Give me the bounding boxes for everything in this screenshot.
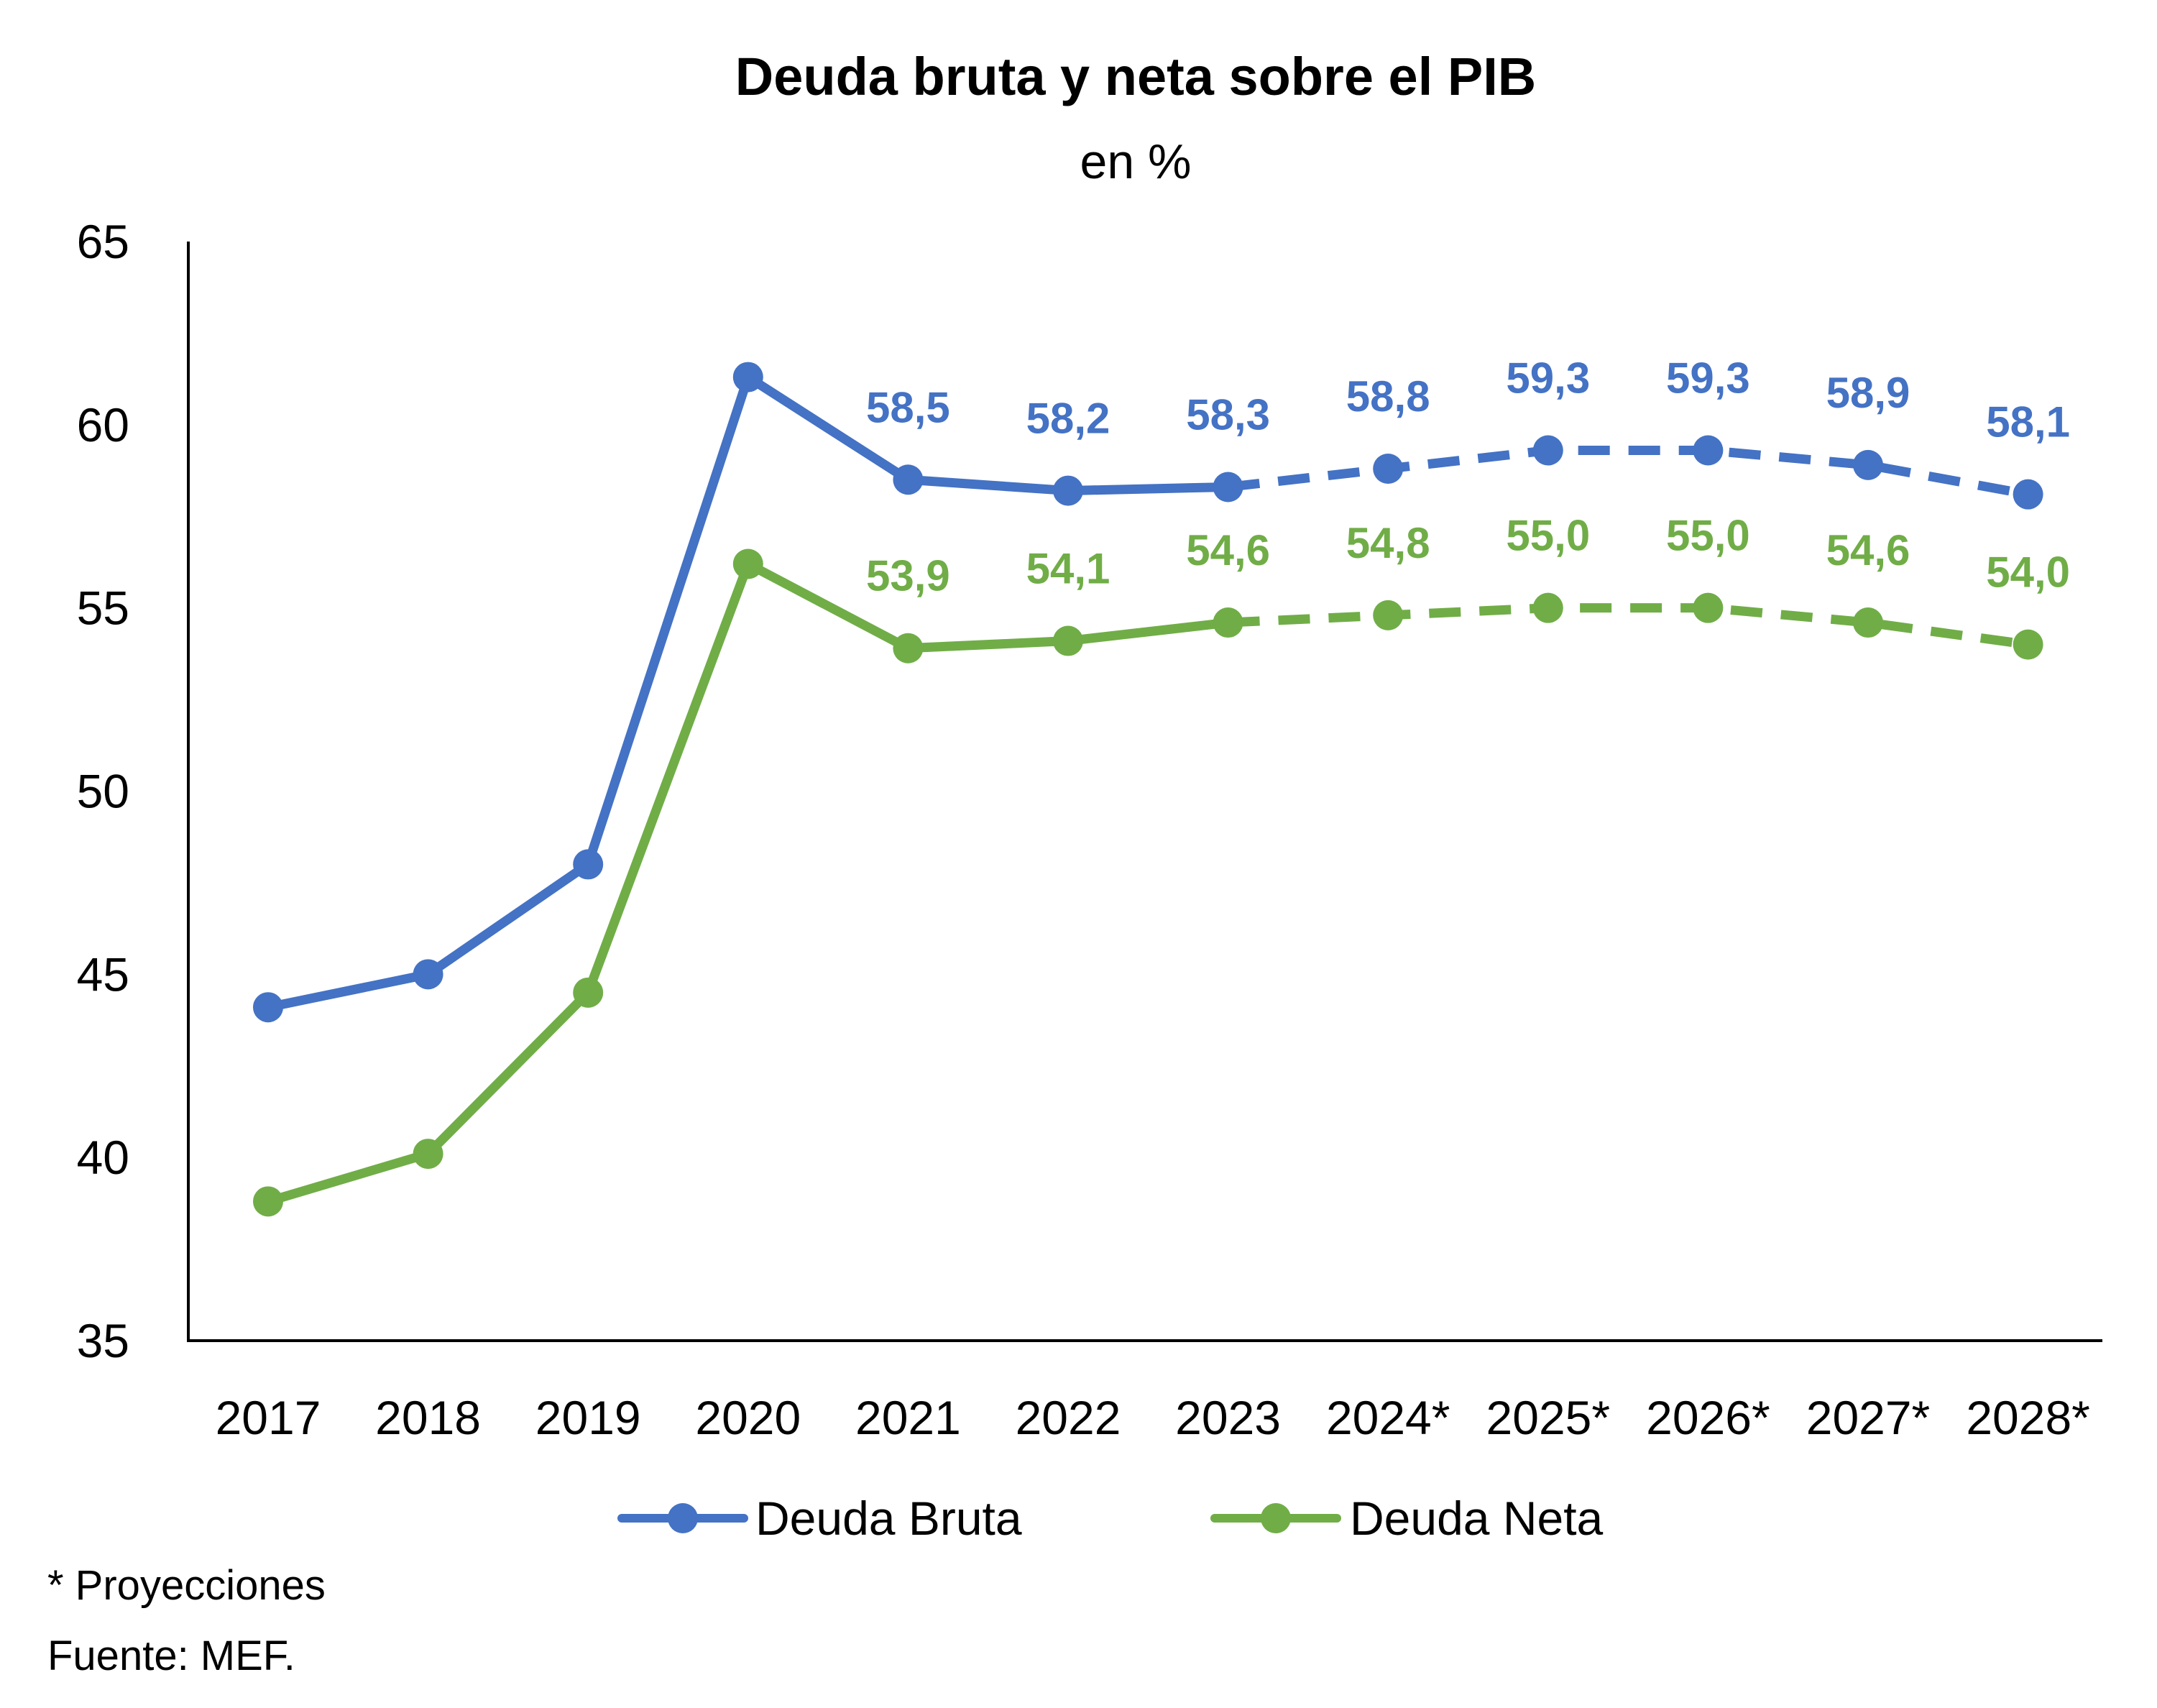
series-line-projection — [1227, 446, 2029, 500]
data-point — [1853, 449, 1883, 480]
projections-note: * Proyecciones — [47, 1562, 326, 1609]
data-point — [2013, 629, 2043, 660]
x-tick-label: 2024* — [1326, 1391, 1450, 1444]
data-label: 54,8 — [1346, 519, 1430, 567]
x-tick-label: 2025* — [1486, 1391, 1611, 1444]
data-point — [253, 1186, 283, 1217]
y-axis-ticks: 35 40 45 50 55 60 65 — [77, 215, 129, 1367]
legend: Deuda Bruta Deuda Neta — [617, 1492, 1604, 1545]
y-tick-label: 60 — [77, 398, 129, 451]
data-label: 54,0 — [1986, 548, 2070, 597]
data-label: 58,1 — [1986, 398, 2070, 446]
data-point — [1373, 600, 1404, 630]
data-point — [1853, 607, 1883, 638]
data-label: 59,3 — [1666, 354, 1750, 403]
data-point — [573, 977, 604, 1008]
x-tick-label: 2023 — [1175, 1391, 1281, 1444]
data-label: 55,0 — [1666, 512, 1750, 560]
source-note: Fuente: MEF. — [47, 1633, 295, 1679]
data-point — [1213, 607, 1243, 638]
x-tick-label: 2017 — [216, 1391, 321, 1444]
y-tick-label: 35 — [77, 1314, 129, 1367]
data-point — [1053, 625, 1083, 656]
y-tick-label: 50 — [77, 765, 129, 818]
x-tick-label: 2022 — [1016, 1391, 1121, 1444]
data-labels: 58,5 58,2 58,3 58,8 59,3 59,3 58,9 58,1 53,9 54,1… — [866, 354, 2070, 600]
chart-title: Deuda bruta y neta sobre el PIB — [735, 47, 1536, 106]
x-tick-label: 2020 — [695, 1391, 801, 1444]
x-axis-ticks: 2017 2018 2019 2020 2021 2022 2023 2024* 2025* 20… — [216, 1391, 2090, 1444]
legend-label-deuda-neta: Deuda Neta — [1350, 1492, 1604, 1545]
x-tick-label: 2028* — [1966, 1391, 2090, 1444]
x-tick-label: 2018 — [375, 1391, 481, 1444]
data-point — [2013, 479, 2043, 510]
data-label: 58,5 — [866, 383, 950, 431]
data-point — [1373, 453, 1404, 484]
data-point — [253, 992, 283, 1023]
y-tick-label: 40 — [77, 1131, 129, 1184]
data-point — [573, 849, 604, 880]
x-tick-label: 2019 — [535, 1391, 641, 1444]
data-point — [413, 1139, 443, 1170]
y-tick-label: 65 — [77, 215, 129, 268]
series-line-actual — [263, 559, 1233, 1206]
data-point — [1693, 435, 1724, 466]
data-point — [1532, 435, 1563, 466]
data-label: 54,6 — [1186, 526, 1270, 574]
data-point — [1693, 592, 1724, 623]
legend-item-deuda-neta: Deuda Neta — [1210, 1492, 1604, 1545]
series-line-projection — [1228, 603, 2029, 650]
legend-label-deuda-bruta: Deuda Bruta — [755, 1492, 1022, 1545]
x-tick-label: 2027* — [1806, 1391, 1931, 1444]
data-label: 53,9 — [866, 552, 950, 600]
data-point — [893, 464, 924, 495]
series-line-actual — [263, 372, 1233, 1012]
data-label: 58,3 — [1186, 390, 1270, 439]
x-tick-label: 2026* — [1646, 1391, 1770, 1444]
data-label: 58,8 — [1346, 372, 1430, 421]
data-label: 59,3 — [1506, 354, 1590, 403]
y-tick-label: 55 — [77, 582, 129, 635]
data-point — [413, 959, 443, 990]
data-point — [1532, 592, 1563, 623]
y-tick-label: 45 — [77, 947, 129, 1001]
data-point — [1053, 475, 1083, 506]
x-tick-label: 2021 — [855, 1391, 961, 1444]
data-point — [893, 633, 924, 664]
chart-subtitle: en % — [1080, 134, 1192, 189]
data-label: 54,6 — [1826, 526, 1910, 574]
data-label: 58,2 — [1026, 395, 1110, 443]
data-label: 54,1 — [1026, 545, 1110, 593]
data-label: 58,9 — [1826, 369, 1910, 417]
legend-item-deuda-bruta: Deuda Bruta — [617, 1492, 1022, 1545]
data-label: 55,0 — [1506, 512, 1590, 560]
data-point — [732, 548, 763, 579]
data-point — [732, 362, 763, 392]
series-layer — [253, 362, 2043, 1217]
data-point — [1213, 472, 1243, 502]
